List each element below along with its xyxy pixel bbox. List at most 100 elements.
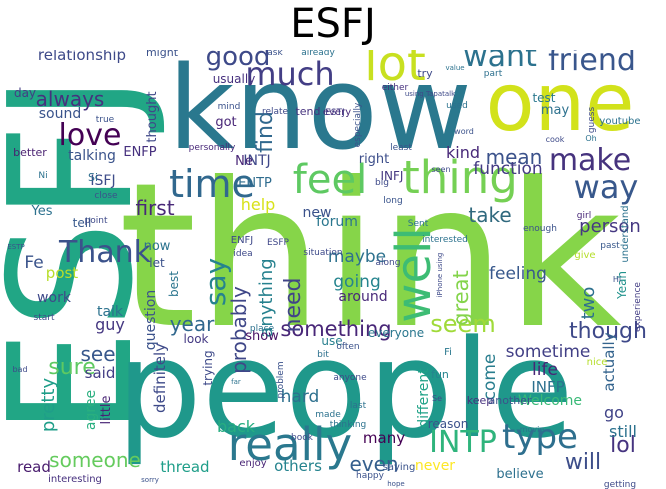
cloud-word-go: go: [604, 403, 624, 422]
cloud-word-different: different: [416, 368, 432, 428]
cloud-word-big: big: [375, 178, 389, 188]
cloud-word-friend: friend: [548, 50, 636, 78]
cloud-word-idea: idea: [233, 249, 252, 259]
cloud-word-girl: girl: [577, 211, 591, 221]
cloud-word-believe: believe: [496, 467, 543, 482]
cloud-word-trying: trying: [201, 350, 215, 385]
cloud-word-enough: enough: [523, 224, 557, 234]
cloud-word-value: value: [445, 64, 464, 72]
cloud-word-entp: ENTP: [238, 176, 272, 191]
cloud-word-definitely: definitely: [151, 343, 169, 413]
cloud-word-sent: Sent: [408, 219, 429, 229]
cloud-word-infp: INFP: [531, 378, 564, 396]
cloud-word-say: say: [199, 258, 232, 306]
cloud-word-time: time: [169, 162, 255, 206]
cloud-word-love: love: [59, 118, 122, 153]
cloud-word-will: will: [565, 450, 601, 475]
cloud-word-esfj: ESFJ: [0, 73, 171, 436]
cloud-word-si: Si: [88, 171, 98, 184]
cloud-word-back: back: [217, 417, 256, 436]
cloud-word-lol: lol: [610, 433, 636, 458]
cloud-word-many: many: [363, 429, 405, 447]
cloud-word-interested: interested: [422, 235, 468, 245]
cloud-word-forum: forum: [316, 214, 358, 230]
cloud-word-ni: Ni: [38, 171, 47, 181]
cloud-word-iphone-using: iPhone using: [436, 253, 444, 298]
cloud-word-seen: seen: [431, 165, 450, 174]
cloud-word-mean: mean: [486, 145, 543, 169]
cloud-word-experience: experience: [633, 282, 643, 332]
cloud-word-new: new: [303, 205, 332, 221]
cloud-word-thread: thread: [160, 458, 209, 476]
cloud-word-tell: tell: [73, 216, 92, 230]
cloud-word-use: use: [321, 334, 342, 348]
cloud-word-actually: actually: [600, 332, 618, 391]
cloud-word-now: now: [144, 239, 171, 254]
cloud-word-sound: sound: [39, 106, 82, 122]
cloud-word-though: though: [569, 319, 647, 344]
page-title: ESFJ: [290, 1, 376, 47]
cloud-word-got: got: [215, 115, 236, 130]
cloud-word-see: see: [80, 342, 115, 366]
cloud-word-start: start: [34, 313, 55, 323]
cloud-word-thinking: thinking: [330, 420, 367, 430]
cloud-word-may: may: [541, 103, 570, 118]
cloud-word-look: look: [184, 332, 209, 346]
cloud-word-estj: ESTJ: [325, 108, 345, 118]
cloud-word-someone: someone: [49, 448, 141, 472]
cloud-word-relate: relate: [262, 107, 289, 117]
cloud-word-enfj: ENFJ: [231, 235, 254, 246]
cloud-word-around: around: [338, 289, 387, 305]
cloud-word-work: work: [37, 290, 72, 306]
cloud-word-understand: understand: [620, 205, 631, 262]
cloud-word-life: life: [532, 360, 558, 380]
cloud-word-two: two: [578, 287, 599, 320]
cloud-word-infj: INFJ: [381, 169, 404, 183]
cloud-word-esfp: ESFP: [267, 238, 290, 248]
cloud-word-book: book: [291, 433, 314, 443]
cloud-word-take: take: [468, 203, 511, 227]
cloud-word-every: every: [323, 107, 351, 118]
cloud-word-test: test: [532, 91, 555, 105]
cloud-word-yeah: Yeah: [615, 271, 629, 300]
cloud-word-yes: Yes: [31, 204, 53, 219]
cloud-word-using-tapatalk: using Tapatalk: [405, 90, 456, 98]
cloud-word-true: true: [96, 115, 115, 125]
cloud-word-help: help: [241, 195, 276, 214]
cloud-word-never: never: [415, 458, 455, 474]
cloud-word-estp: ESTP: [7, 243, 24, 251]
cloud-word-nice: nice: [587, 357, 608, 368]
cloud-word-close: close: [94, 191, 118, 201]
cloud-word-function: function: [473, 159, 542, 179]
cloud-word-fun: fun: [431, 368, 449, 381]
cloud-word-seem: seem: [430, 310, 495, 338]
cloud-word-keep: keep: [467, 394, 494, 407]
cloud-word-long: long: [383, 196, 402, 206]
cloud-word-said: said: [85, 364, 116, 382]
cloud-word-welcome: Welcome: [518, 393, 582, 409]
cloud-word-problem: problem: [276, 361, 286, 398]
cloud-word-bit: bit: [317, 350, 329, 360]
cloud-word-least: least: [390, 143, 412, 153]
cloud-word-everyone: everyone: [368, 326, 424, 340]
cloud-word-often: often: [336, 342, 359, 352]
cloud-word-talking: talking: [68, 148, 116, 164]
cloud-word-place: place: [250, 324, 275, 334]
cloud-word-fi: Fi: [444, 347, 452, 358]
cloud-word-along: along: [376, 258, 401, 268]
cloud-word-want: want: [463, 50, 537, 74]
cloud-word-last: last: [350, 401, 367, 411]
cloud-word-especially: especially: [353, 102, 363, 147]
cloud-word-reason: reason: [428, 417, 469, 431]
cloud-word-type: type: [502, 417, 578, 457]
cloud-word-find: find: [253, 111, 278, 153]
cloud-word-thought: thought: [145, 91, 160, 142]
cloud-word-saying: saying: [383, 462, 416, 473]
cloud-word-try: try: [417, 67, 433, 80]
cloud-word-question: question: [143, 290, 159, 350]
cloud-word-read: read: [17, 458, 51, 476]
cloud-word-great: great: [449, 270, 473, 326]
cloud-word-well: well: [386, 227, 442, 322]
cloud-word-little: little: [99, 395, 114, 424]
